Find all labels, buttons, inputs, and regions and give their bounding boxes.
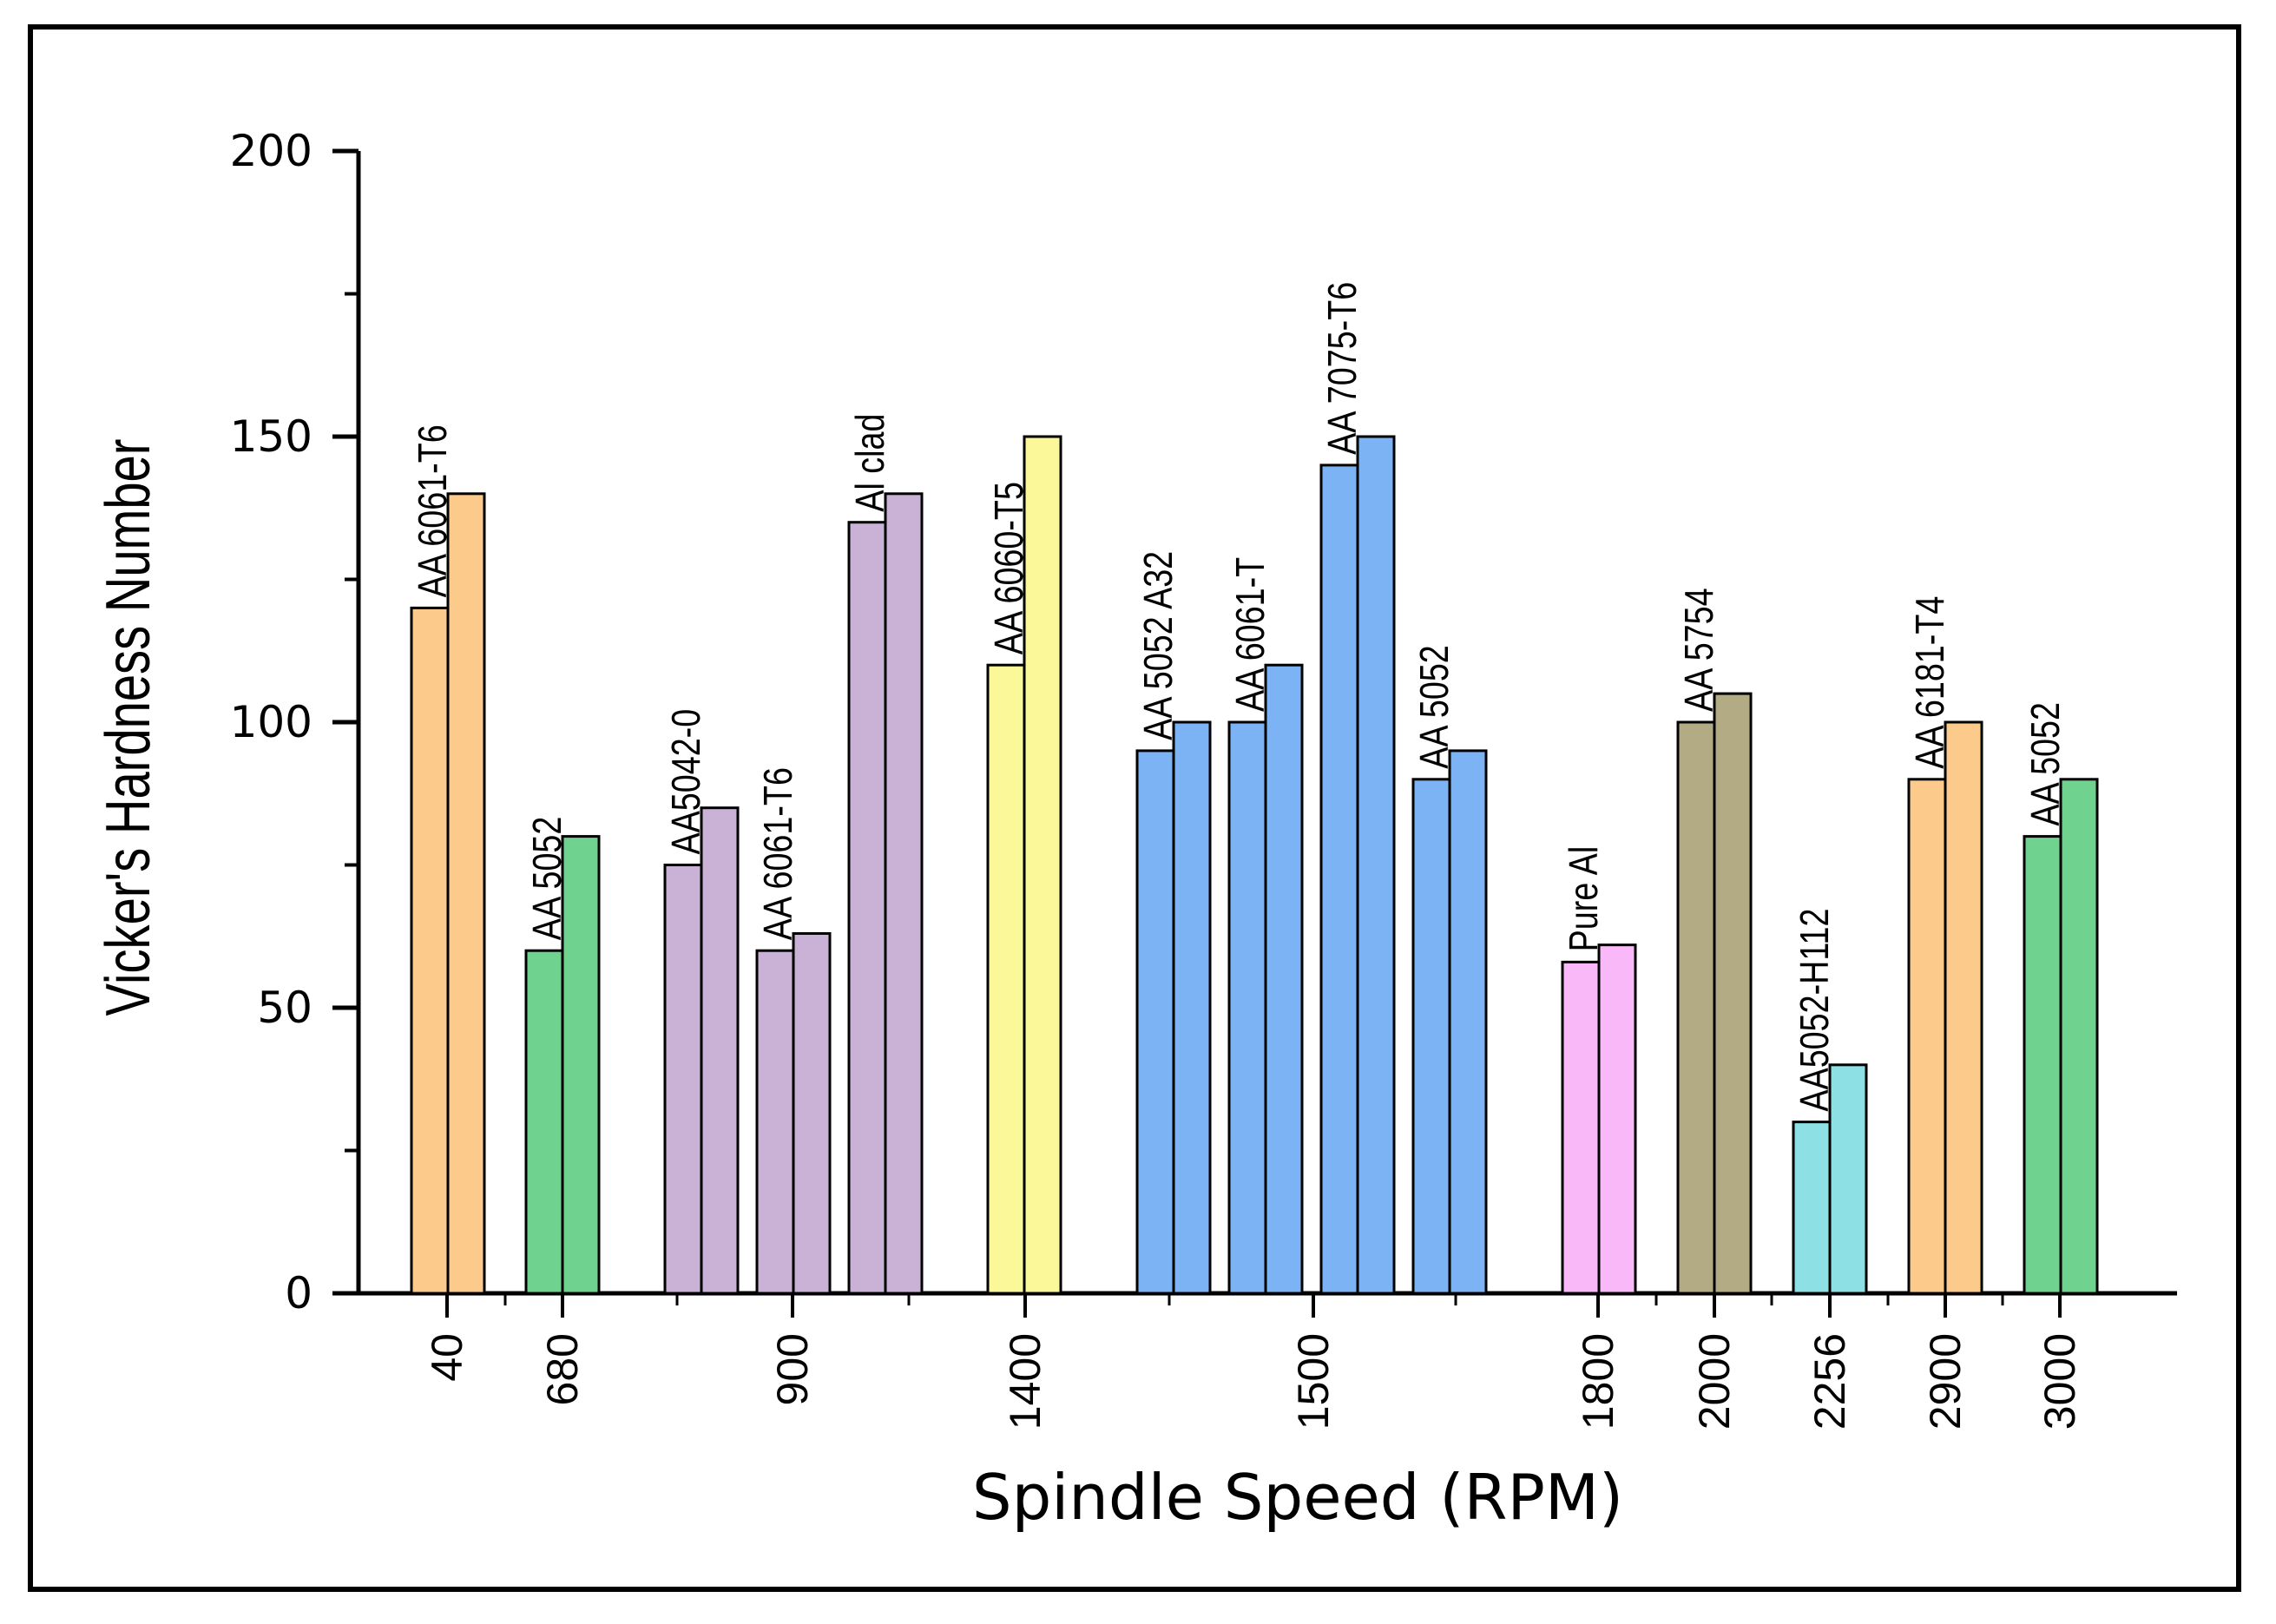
bar — [986, 663, 1026, 1295]
bar-material-label: AA 7075-T6 — [1319, 282, 1364, 455]
bar — [755, 949, 795, 1295]
bar-material-label: AA 6061-T6 — [755, 767, 799, 940]
bar — [1356, 435, 1396, 1295]
bar — [1676, 720, 1716, 1295]
bar — [884, 492, 924, 1295]
bar — [1944, 720, 1983, 1295]
x-tick-label: 680 — [538, 1333, 587, 1405]
x-tick-label: 3000 — [2036, 1333, 2084, 1430]
bar — [1713, 692, 1753, 1295]
x-tick-label: 1800 — [1574, 1333, 1622, 1430]
bar-material-label: AA 5052 A32 — [1135, 551, 1180, 740]
y-tick-label: 150 — [230, 411, 312, 462]
x-tick-label: 2900 — [1921, 1333, 1970, 1430]
bar — [1792, 1121, 1832, 1295]
y-tick-label: 100 — [230, 697, 312, 747]
tick-labels: 0 50 100 150 200 40 680 900 1400 1500 1800 2000 2256… — [230, 126, 2084, 1430]
x-tick-label: 40 — [423, 1333, 471, 1382]
bar — [1135, 749, 1175, 1295]
bar — [1264, 663, 1304, 1295]
bar — [1319, 464, 1359, 1295]
y-axis-label: Vicker's Hardness Number — [93, 439, 162, 1016]
bar — [1227, 720, 1267, 1295]
x-tick-label: 2256 — [1806, 1333, 1854, 1430]
bar — [446, 492, 486, 1295]
bar-material-label: AA 6061-T6 — [410, 424, 454, 597]
bar-material-label: AA 6181-T4 — [1907, 596, 1951, 769]
bar — [847, 521, 887, 1295]
bar — [561, 835, 601, 1295]
bar-material-label: AA 6061-T — [1227, 557, 1272, 712]
bar — [700, 806, 740, 1295]
bar-material-label: Pure Al — [1561, 846, 1605, 952]
bar — [663, 864, 703, 1295]
y-tick-label: 200 — [230, 126, 312, 176]
x-tick-label: 1500 — [1289, 1333, 1338, 1430]
bar — [1172, 720, 1212, 1295]
figure-frame — [28, 24, 2241, 1592]
x-axis-label: Spindle Speed (RPM) — [972, 1461, 1623, 1534]
bar-material-label: AA 6060-T5 — [986, 482, 1030, 654]
bar-material-label: AA5052-H112 — [1792, 909, 1836, 1112]
bar — [1907, 778, 1947, 1295]
bar-labels: AA 6061-T6 AA 5052 AA5042-0 AA 6061-T6 Al cl… — [410, 282, 2067, 1112]
x-tick-label: 2000 — [1690, 1333, 1739, 1430]
bar — [792, 931, 832, 1295]
bar — [1448, 749, 1488, 1295]
bar-material-label: AA 5052 — [524, 817, 569, 941]
bar — [1561, 960, 1601, 1295]
y-tick-label: 0 — [285, 1268, 312, 1318]
bar-material-label: AA 5052 — [2023, 702, 2067, 826]
bar-material-label: AA 5754 — [1676, 588, 1720, 712]
x-tick-label: 900 — [768, 1333, 817, 1405]
bar-material-label: AA 5052 — [1411, 645, 1456, 769]
bar — [2023, 835, 2062, 1295]
bar — [1828, 1063, 1868, 1295]
bar — [1023, 435, 1062, 1295]
bar — [1411, 778, 1451, 1295]
bar — [2059, 778, 2099, 1295]
bar — [524, 949, 564, 1295]
bar — [1597, 943, 1637, 1295]
bar-material-label: Al clad — [847, 414, 891, 512]
bar — [410, 606, 450, 1295]
y-tick-label: 50 — [257, 983, 312, 1033]
bar-material-label: AA5042-0 — [663, 709, 707, 855]
x-tick-label: 1400 — [1001, 1333, 1049, 1430]
bars — [410, 435, 2099, 1295]
